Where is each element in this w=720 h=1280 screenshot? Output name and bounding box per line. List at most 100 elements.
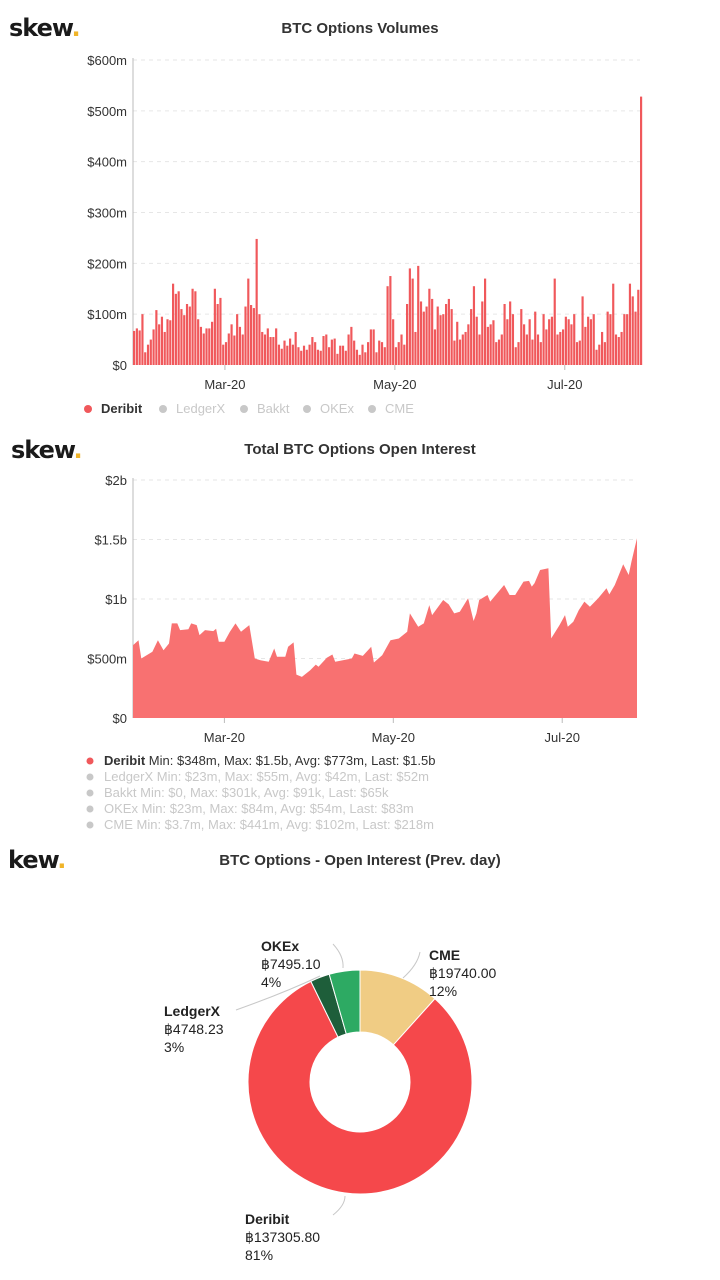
volume-bar[interactable] bbox=[291, 344, 294, 365]
volume-bar[interactable] bbox=[272, 337, 275, 365]
volume-bar[interactable] bbox=[525, 334, 528, 366]
volume-bar[interactable] bbox=[640, 96, 643, 365]
volume-bar[interactable] bbox=[470, 309, 473, 365]
volume-bar[interactable] bbox=[637, 289, 640, 365]
volume-bar[interactable] bbox=[255, 238, 258, 365]
volume-bar[interactable] bbox=[252, 308, 255, 365]
legend-marker-deribit[interactable] bbox=[86, 757, 94, 765]
volume-bar[interactable] bbox=[358, 354, 361, 365]
volume-bar[interactable] bbox=[138, 330, 141, 365]
volume-bar[interactable] bbox=[197, 319, 200, 365]
volume-bar[interactable] bbox=[269, 337, 272, 365]
volume-bar[interactable] bbox=[548, 319, 551, 365]
volume-bar[interactable] bbox=[328, 347, 331, 365]
volume-bar[interactable] bbox=[238, 326, 242, 365]
legend-item-deribit[interactable]: Deribit bbox=[101, 401, 143, 416]
volume-bar[interactable] bbox=[213, 288, 216, 365]
volume-bar[interactable] bbox=[517, 342, 520, 365]
volume-bar[interactable] bbox=[330, 339, 333, 365]
volume-bar[interactable] bbox=[261, 331, 264, 365]
volume-bar[interactable] bbox=[589, 319, 593, 365]
volume-bar[interactable] bbox=[389, 276, 392, 365]
volume-bar[interactable] bbox=[506, 319, 509, 365]
volume-bar[interactable] bbox=[336, 353, 339, 365]
volume-bar[interactable] bbox=[280, 348, 283, 365]
volume-bar[interactable] bbox=[219, 297, 222, 365]
volume-bar[interactable] bbox=[403, 344, 406, 365]
volume-bar[interactable] bbox=[141, 314, 144, 365]
volume-bar[interactable] bbox=[450, 309, 453, 365]
volume-bar[interactable] bbox=[241, 334, 244, 366]
volume-bar[interactable] bbox=[166, 319, 169, 365]
volume-bar[interactable] bbox=[369, 329, 372, 365]
volume-bar[interactable] bbox=[227, 333, 230, 365]
volume-bar[interactable] bbox=[169, 320, 172, 365]
legend-marker-deribit[interactable] bbox=[84, 405, 92, 413]
volume-bar[interactable] bbox=[556, 334, 559, 366]
volume-bar[interactable] bbox=[472, 286, 476, 365]
volume-bar[interactable] bbox=[575, 342, 579, 365]
volume-bar[interactable] bbox=[419, 301, 423, 365]
legend-item-cme[interactable]: CME Min: $3.7m, Max: $441m, Avg: $102m, … bbox=[104, 817, 434, 832]
volume-bar[interactable] bbox=[484, 278, 487, 365]
volume-bar[interactable] bbox=[436, 306, 439, 365]
volume-bar[interactable] bbox=[439, 315, 442, 365]
volume-bar[interactable] bbox=[152, 329, 155, 365]
volume-bar[interactable] bbox=[486, 326, 489, 365]
volume-bar[interactable] bbox=[236, 314, 239, 365]
volume-bar[interactable] bbox=[453, 340, 456, 365]
volume-bar[interactable] bbox=[614, 334, 618, 366]
volume-bar[interactable] bbox=[353, 340, 356, 365]
volume-bar[interactable] bbox=[587, 316, 590, 365]
volume-bar[interactable] bbox=[300, 350, 303, 365]
volume-bar[interactable] bbox=[149, 339, 152, 365]
volume-bar[interactable] bbox=[305, 349, 308, 365]
volume-bar[interactable] bbox=[224, 342, 228, 365]
volume-bar[interactable] bbox=[347, 334, 350, 366]
volume-bar[interactable] bbox=[489, 324, 492, 365]
volume-bar[interactable] bbox=[205, 328, 208, 365]
volume-bar[interactable] bbox=[319, 350, 322, 365]
volume-bar[interactable] bbox=[378, 340, 381, 365]
volume-bar[interactable] bbox=[199, 326, 203, 365]
volume-bar[interactable] bbox=[286, 345, 289, 365]
volume-bar[interactable] bbox=[177, 291, 180, 365]
legend-item-bakkt[interactable]: Bakkt bbox=[257, 401, 290, 416]
volume-bar[interactable] bbox=[422, 311, 425, 365]
volume-bar[interactable] bbox=[623, 314, 626, 365]
volume-bar[interactable] bbox=[464, 331, 467, 365]
volume-bar[interactable] bbox=[523, 324, 526, 365]
volume-bar[interactable] bbox=[553, 278, 556, 365]
volume-bar[interactable] bbox=[216, 304, 219, 365]
volume-bar[interactable] bbox=[364, 352, 367, 365]
legend-marker-cme[interactable] bbox=[368, 405, 376, 413]
volume-bar[interactable] bbox=[194, 291, 197, 365]
volume-bar[interactable] bbox=[495, 342, 498, 365]
legend-marker-cme[interactable] bbox=[86, 821, 94, 829]
volume-bar[interactable] bbox=[628, 283, 632, 365]
volume-bar[interactable] bbox=[520, 309, 523, 365]
volume-bar[interactable] bbox=[431, 298, 434, 365]
legend-marker-ledgerx[interactable] bbox=[159, 405, 167, 413]
volume-bar[interactable] bbox=[581, 296, 584, 365]
volume-bar[interactable] bbox=[626, 314, 629, 365]
volume-bar[interactable] bbox=[573, 314, 576, 365]
volume-bar[interactable] bbox=[135, 328, 138, 365]
volume-bar[interactable] bbox=[536, 334, 540, 366]
volume-bar[interactable] bbox=[550, 316, 554, 365]
volume-bar[interactable] bbox=[509, 301, 512, 365]
volume-bar[interactable] bbox=[425, 306, 428, 365]
legend-marker-bakkt[interactable] bbox=[86, 789, 94, 797]
volume-bar[interactable] bbox=[606, 311, 609, 365]
volume-bar[interactable] bbox=[247, 278, 250, 365]
legend-item-okex[interactable]: OKEx Min: $23m, Max: $84m, Avg: $54m, La… bbox=[104, 801, 414, 816]
volume-bar[interactable] bbox=[294, 331, 297, 365]
volume-bar[interactable] bbox=[595, 349, 598, 365]
volume-bar[interactable] bbox=[185, 304, 189, 365]
volume-bar[interactable] bbox=[302, 345, 306, 365]
volume-bar[interactable] bbox=[503, 304, 506, 365]
volume-bar[interactable] bbox=[634, 311, 637, 365]
volume-bar[interactable] bbox=[500, 334, 503, 366]
volume-bar[interactable] bbox=[481, 301, 484, 365]
volume-bar[interactable] bbox=[375, 352, 378, 365]
